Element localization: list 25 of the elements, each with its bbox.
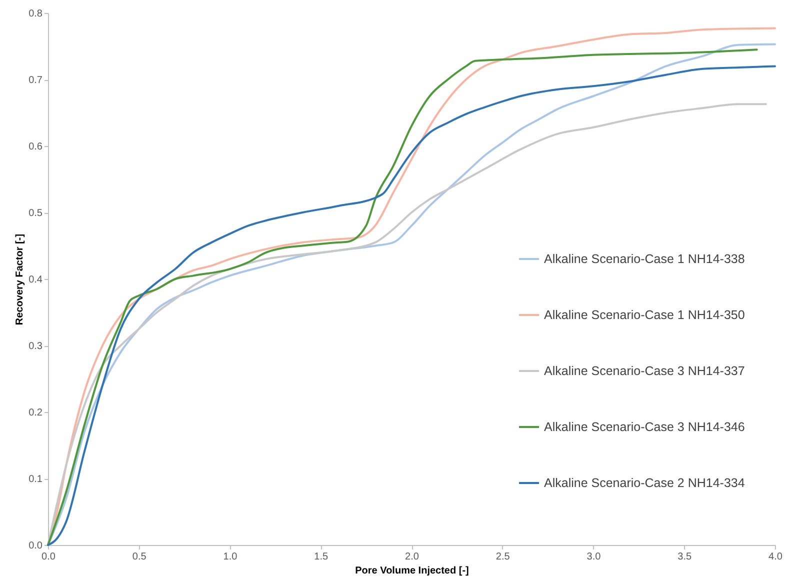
legend-label: Alkaline Scenario-Case 1 NH14-338 — [544, 252, 745, 266]
y-tick-label: 0.0 — [28, 540, 43, 552]
x-tick-label: 2.5 — [496, 552, 510, 562]
y-tick-label: 0.3 — [28, 341, 43, 352]
x-tick-label: 4.0 — [768, 552, 783, 562]
x-tick-label: 3.5 — [678, 552, 692, 562]
x-tick-label: 1.5 — [314, 552, 329, 562]
y-tick-label: 0.2 — [28, 408, 43, 418]
y-tick-label: 0.4 — [28, 274, 43, 286]
x-tick-label: 0.5 — [132, 552, 147, 562]
legend-label: Alkaline Scenario-Case 1 NH14-350 — [544, 308, 745, 322]
x-tick-label: 1.0 — [223, 552, 238, 562]
y-tick-label: 0.7 — [28, 75, 43, 86]
legend-label: Alkaline Scenario-Case 2 NH14-334 — [544, 476, 745, 490]
x-tick-label: 0.0 — [42, 552, 56, 562]
x-tick-label: 3.0 — [586, 552, 602, 562]
x-tick-label: 2.0 — [405, 552, 420, 562]
y-tick-label: 0.1 — [28, 474, 43, 485]
x-axis-title: Pore Volume Injected [-] — [355, 566, 469, 576]
y-tick-label: 0.6 — [28, 142, 43, 152]
y-axis-title: Recovery Factor [-] — [14, 234, 26, 326]
legend-label: Alkaline Scenario-Case 3 NH14-337 — [544, 364, 745, 378]
y-tick-label: 0.8 — [28, 8, 43, 20]
y-tick-label: 0.5 — [28, 208, 43, 219]
legend-label: Alkaline Scenario-Case 3 NH14-346 — [544, 420, 745, 434]
